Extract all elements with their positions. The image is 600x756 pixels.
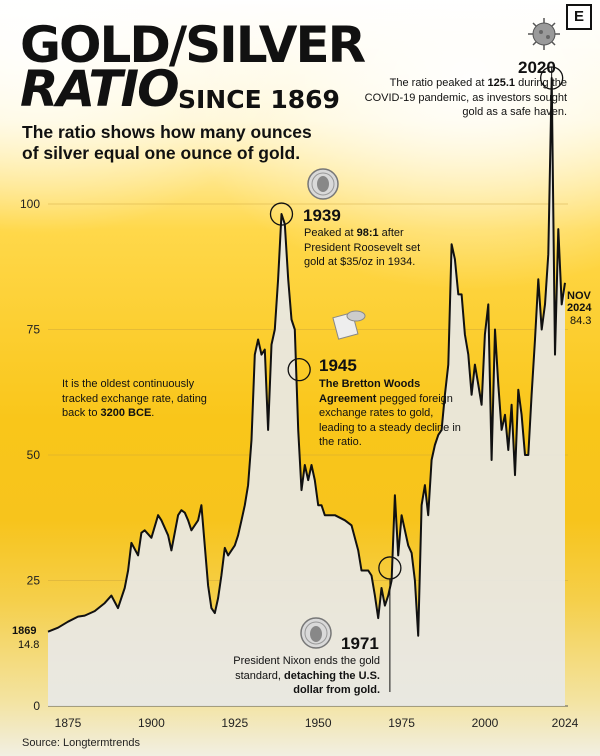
x-tick-label: 1900 [138, 716, 165, 730]
x-tick-label: 1975 [388, 716, 415, 730]
title-line2: RATIO [20, 60, 180, 118]
y-tick-label: 100 [20, 197, 40, 211]
annotation-oldest-text: It is the oldest continuously tracked ex… [62, 378, 207, 419]
x-tick-label: 2024 [552, 716, 579, 730]
annotation-2020-year: 2020 [518, 58, 556, 77]
source-note: Source: Longtermtrends [22, 737, 141, 749]
publisher-logo: E [566, 4, 592, 30]
marker-1939 [269, 202, 294, 226]
end-year-label: 2024 [567, 302, 592, 314]
roosevelt-coin-icon [307, 168, 339, 200]
ratio-line [47, 77, 566, 637]
marker-1945 [287, 358, 311, 382]
x-tick-label: 1950 [305, 716, 332, 730]
start-value-label: 14.8 [18, 639, 40, 651]
ratio-area [48, 78, 565, 706]
x-tick-label: 1875 [55, 716, 82, 730]
handshake-document-icon [332, 310, 366, 340]
annotation-1971-text: President Nixon ends the gold standard, … [233, 655, 380, 696]
markers [269, 66, 564, 692]
annotation-2020-text: The ratio peaked at 125.1 during the COV… [364, 77, 567, 118]
end-value-label: 84.3 [570, 315, 592, 327]
annotation-1945-text: The Bretton Woods Agreement pegged forei… [319, 378, 461, 448]
y-tick-label: 25 [27, 574, 41, 588]
coronavirus-icon [528, 18, 560, 50]
x-tick-label: 2000 [472, 716, 499, 730]
annotation-1939-year: 1939 [303, 206, 341, 225]
y-tick-label: 0 [33, 699, 40, 713]
y-tick-label: 75 [27, 323, 41, 337]
nixon-coin-icon [300, 617, 332, 649]
x-tick-label: 1925 [221, 716, 248, 730]
annotation-1971-year: 1971 [341, 634, 379, 653]
y-tick-label: 50 [27, 448, 41, 462]
subtitle: The ratio shows how many ounces of silve… [22, 122, 312, 163]
y-axis: 0 25 50 75 100 [20, 197, 40, 713]
annotation-1945-year: 1945 [319, 356, 357, 375]
start-year-label: 1869 [12, 625, 37, 637]
end-month-label: NOV [567, 290, 591, 302]
x-axis: 1875 1900 1925 1950 1975 2000 2024 [55, 716, 579, 730]
annotation-1939-text: Peaked at 98:1 after President Roosevelt… [304, 227, 421, 268]
title-suffix: SINCE 1869 [178, 85, 340, 114]
title-line1: GOLD/SILVER [20, 16, 366, 74]
